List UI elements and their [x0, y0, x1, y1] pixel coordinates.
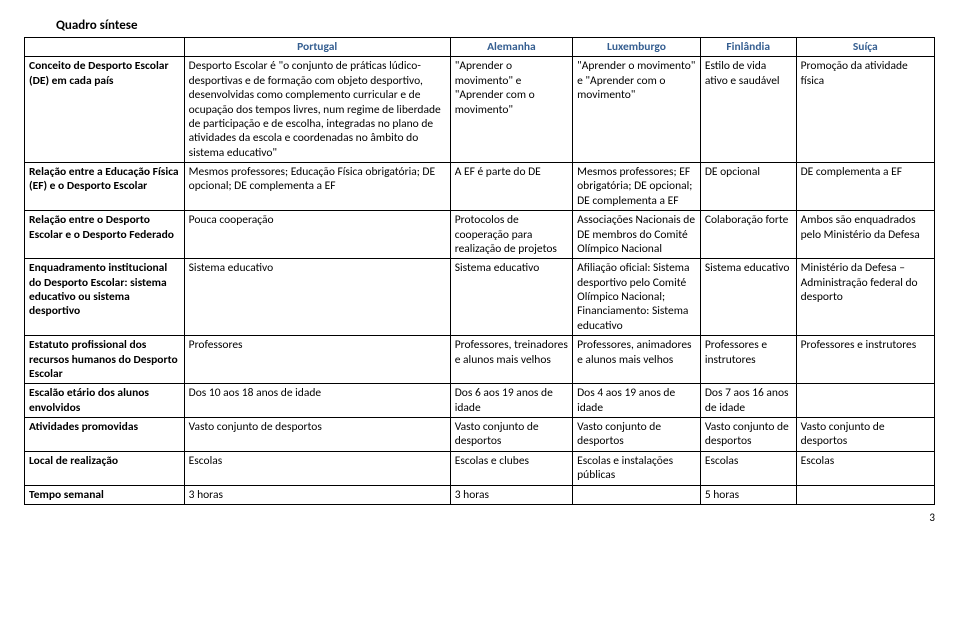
- table-row: Escalão etário dos alunos envolvidos Dos…: [25, 384, 935, 418]
- table-header-row: Portugal Alemanha Luxemburgo Finlândia S…: [25, 38, 935, 57]
- cell: 3 horas: [184, 485, 450, 504]
- cell: Pouca cooperação: [184, 211, 450, 259]
- cell: "Aprender o movimento" e "Aprender com o…: [573, 57, 701, 163]
- row-label: Escalão etário dos alunos envolvidos: [25, 384, 185, 418]
- page-title: Quadro síntese: [56, 18, 935, 33]
- cell: Afiliação oficial: Sistema desportivo pe…: [573, 259, 701, 336]
- header-alemanha: Alemanha: [450, 38, 572, 57]
- header-blank: [25, 38, 185, 57]
- table-row: Relação entre o Desporto Escolar e o Des…: [25, 211, 935, 259]
- cell: Dos 10 aos 18 anos de idade: [184, 384, 450, 418]
- cell: Professores e instrutores: [700, 336, 796, 384]
- table-row: Atividades promovidas Vasto conjunto de …: [25, 418, 935, 452]
- cell: Escolas: [184, 451, 450, 485]
- cell: Vasto conjunto de desportos: [573, 418, 701, 452]
- cell: Professores: [184, 336, 450, 384]
- page-number: 3: [24, 511, 935, 524]
- cell: 3 horas: [450, 485, 572, 504]
- table-row: Relação entre a Educação Física (EF) e o…: [25, 163, 935, 211]
- cell: Associações Nacionais de DE membros do C…: [573, 211, 701, 259]
- cell: Escolas e instalações públicas: [573, 451, 701, 485]
- cell: Mesmos professores; Educação Física obri…: [184, 163, 450, 211]
- cell: Sistema educativo: [450, 259, 572, 336]
- row-label: Enquadramento institucional do Desporto …: [25, 259, 185, 336]
- cell: Escolas: [700, 451, 796, 485]
- cell: Sistema educativo: [184, 259, 450, 336]
- row-label: Conceito de Desporto Escolar (DE) em cad…: [25, 57, 185, 163]
- cell: A EF é parte do DE: [450, 163, 572, 211]
- row-label: Atividades promovidas: [25, 418, 185, 452]
- row-label: Relação entre o Desporto Escolar e o Des…: [25, 211, 185, 259]
- cell: Desporto Escolar é "o conjunto de prátic…: [184, 57, 450, 163]
- header-finlandia: Finlândia: [700, 38, 796, 57]
- cell: Mesmos professores; EF obrigatória; DE o…: [573, 163, 701, 211]
- cell: "Aprender o movimento" e "Aprender com o…: [450, 57, 572, 163]
- cell: [796, 485, 934, 504]
- cell: Promoção da atividade física: [796, 57, 934, 163]
- cell: Professores, animadores e alunos mais ve…: [573, 336, 701, 384]
- cell: Vasto conjunto de desportos: [796, 418, 934, 452]
- table-row: Conceito de Desporto Escolar (DE) em cad…: [25, 57, 935, 163]
- table-row: Local de realização Escolas Escolas e cl…: [25, 451, 935, 485]
- cell: [796, 384, 934, 418]
- cell: Dos 7 aos 16 anos de idade: [700, 384, 796, 418]
- table-row: Estatuto profissional dos recursos human…: [25, 336, 935, 384]
- cell: Professores, treinadores e alunos mais v…: [450, 336, 572, 384]
- cell: Escolas e clubes: [450, 451, 572, 485]
- cell: DE complementa a EF: [796, 163, 934, 211]
- cell: Ministério da Defesa – Administração fed…: [796, 259, 934, 336]
- cell: Escolas: [796, 451, 934, 485]
- row-label: Tempo semanal: [25, 485, 185, 504]
- header-suica: Suíça: [796, 38, 934, 57]
- row-label: Estatuto profissional dos recursos human…: [25, 336, 185, 384]
- row-label: Local de realização: [25, 451, 185, 485]
- cell: Colaboração forte: [700, 211, 796, 259]
- cell: Dos 4 aos 19 anos de idade: [573, 384, 701, 418]
- table-row: Tempo semanal 3 horas 3 horas 5 horas: [25, 485, 935, 504]
- cell: Vasto conjunto de desportos: [700, 418, 796, 452]
- cell: Ambos são enquadrados pelo Ministério da…: [796, 211, 934, 259]
- header-luxemburgo: Luxemburgo: [573, 38, 701, 57]
- cell: Sistema educativo: [700, 259, 796, 336]
- cell: Vasto conjunto de desportos: [184, 418, 450, 452]
- cell: [573, 485, 701, 504]
- cell: Professores e instrutores: [796, 336, 934, 384]
- cell: Estilo de vida ativo e saudável: [700, 57, 796, 163]
- row-label: Relação entre a Educação Física (EF) e o…: [25, 163, 185, 211]
- cell: Dos 6 aos 19 anos de idade: [450, 384, 572, 418]
- header-portugal: Portugal: [184, 38, 450, 57]
- cell: DE opcional: [700, 163, 796, 211]
- table-row: Enquadramento institucional do Desporto …: [25, 259, 935, 336]
- cell: Vasto conjunto de desportos: [450, 418, 572, 452]
- cell: Protocolos de cooperação para realização…: [450, 211, 572, 259]
- summary-table: Portugal Alemanha Luxemburgo Finlândia S…: [24, 37, 935, 505]
- cell: 5 horas: [700, 485, 796, 504]
